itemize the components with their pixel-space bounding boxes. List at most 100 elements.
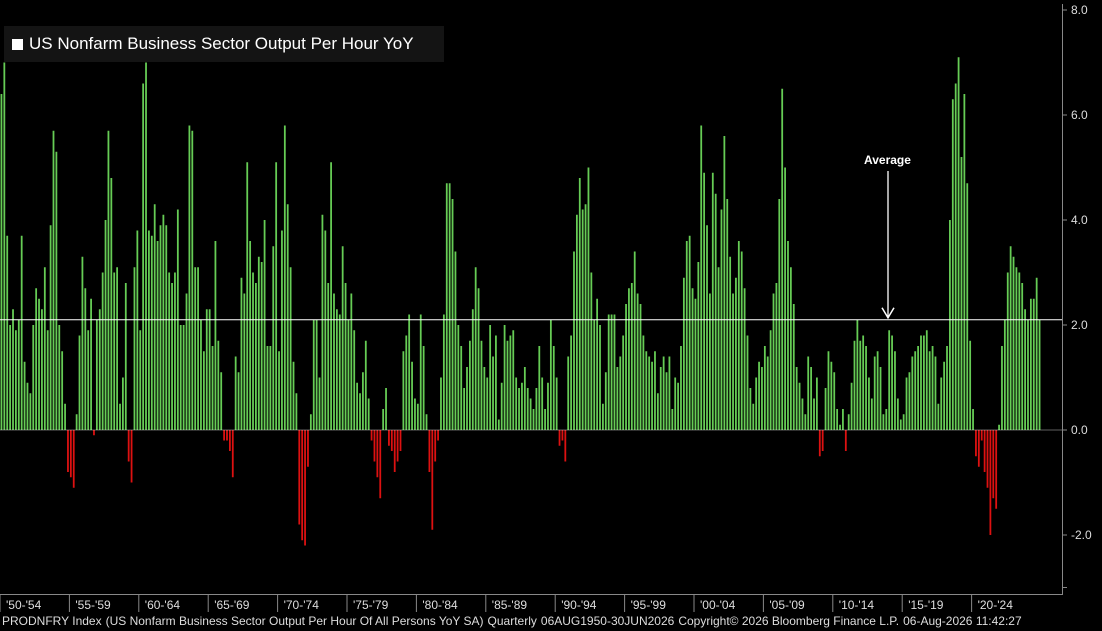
- y-tick-label: 0.0: [1071, 423, 1088, 437]
- bars-group: [0, 57, 1041, 546]
- bar: [512, 330, 515, 430]
- bar: [84, 288, 87, 430]
- bar: [263, 220, 266, 430]
- bar: [873, 356, 876, 430]
- bar: [69, 430, 72, 478]
- bar: [1006, 272, 1009, 430]
- bar: [700, 125, 703, 430]
- bar: [101, 272, 104, 430]
- bar: [555, 377, 558, 430]
- bar: [335, 309, 338, 430]
- x-tick-label: '80-'84: [422, 598, 458, 612]
- bar: [98, 309, 101, 430]
- bar: [746, 335, 749, 430]
- bar: [795, 367, 798, 430]
- bar: [359, 393, 361, 430]
- bar: [587, 167, 590, 430]
- bar: [914, 351, 917, 430]
- bar: [954, 83, 957, 430]
- bar: [451, 199, 454, 430]
- bar: [344, 283, 347, 430]
- bar: [191, 130, 194, 430]
- bar: [810, 367, 813, 430]
- bar: [466, 367, 468, 430]
- bar: [630, 283, 633, 430]
- average-arrow: [881, 171, 895, 320]
- bar: [1035, 277, 1038, 430]
- bar: [821, 430, 824, 451]
- bar: [532, 409, 535, 430]
- bar: [671, 409, 674, 430]
- bar: [561, 430, 564, 441]
- bar: [995, 430, 998, 509]
- bar: [792, 304, 795, 430]
- bar: [469, 340, 471, 430]
- bar: [957, 57, 960, 430]
- bar: [64, 403, 66, 430]
- bar: [599, 325, 601, 430]
- bar: [228, 430, 231, 451]
- bar: [52, 130, 55, 430]
- bar: [818, 430, 821, 457]
- bar: [124, 283, 127, 430]
- bar: [737, 241, 740, 430]
- bar: [35, 288, 38, 430]
- bar: [87, 330, 90, 430]
- bar: [90, 298, 92, 430]
- bar: [185, 293, 188, 430]
- bar: [460, 346, 463, 430]
- bar: [402, 351, 405, 430]
- bar: [321, 214, 324, 430]
- bar: [55, 151, 58, 430]
- bar: [416, 403, 419, 430]
- bar: [523, 367, 526, 430]
- bar: [804, 414, 807, 430]
- bar: [836, 409, 839, 430]
- y-tick-label: -2.0: [1071, 528, 1092, 542]
- bar: [830, 361, 833, 430]
- bar: [622, 335, 625, 430]
- bar: [654, 351, 656, 430]
- bar: [1012, 256, 1015, 430]
- bar: [998, 424, 1000, 430]
- y-tick-label: 2.0: [1071, 318, 1088, 332]
- bar: [674, 377, 677, 430]
- bar: [564, 430, 567, 462]
- x-tick-label: '75-'79: [353, 598, 389, 612]
- footer-date-range: 06AUG1950-30JUN2026: [540, 614, 675, 628]
- bar: [145, 62, 147, 430]
- bar: [619, 356, 622, 430]
- bar: [445, 183, 448, 430]
- y-axis-ticks: 8.0 6.0 4.0 2.0 0.0 -2.0: [1062, 3, 1092, 588]
- bar: [604, 372, 607, 430]
- bar: [393, 430, 396, 472]
- bar: [298, 430, 301, 525]
- bar: [208, 309, 211, 430]
- bar: [356, 382, 359, 430]
- bar: [162, 214, 165, 430]
- bar: [292, 361, 295, 430]
- bar: [659, 367, 662, 430]
- bar: [495, 335, 497, 430]
- bar: [969, 340, 972, 430]
- bar: [49, 225, 52, 430]
- bar: [347, 319, 350, 430]
- bar: [289, 267, 292, 430]
- bar: [385, 388, 387, 430]
- bar: [150, 235, 153, 430]
- bar: [119, 403, 121, 430]
- bar: [989, 430, 992, 535]
- bar: [278, 351, 280, 430]
- bar: [136, 230, 139, 430]
- bar: [58, 325, 61, 430]
- bar: [934, 356, 937, 430]
- bar: [526, 388, 529, 430]
- bar: [1029, 298, 1032, 430]
- bar: [243, 293, 246, 430]
- bar: [330, 162, 332, 430]
- bar: [46, 330, 49, 430]
- bar: [859, 340, 862, 430]
- bar: [159, 225, 162, 430]
- bar: [816, 377, 818, 430]
